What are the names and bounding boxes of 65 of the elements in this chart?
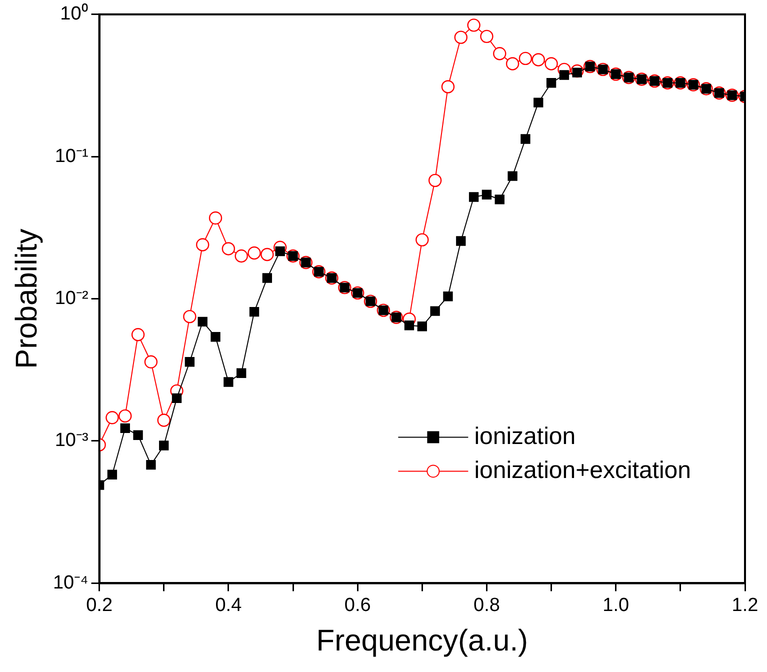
point [157, 414, 170, 427]
point [508, 171, 518, 181]
y-tick-label: 10⁻¹ [54, 146, 88, 167]
point [234, 249, 248, 263]
point [559, 70, 570, 80]
point [468, 192, 479, 202]
point [183, 310, 196, 324]
point [482, 190, 492, 200]
y-tick-label: 10⁰ [60, 2, 88, 25]
point [133, 430, 143, 440]
point [196, 238, 210, 252]
point [430, 306, 440, 316]
point [428, 174, 442, 188]
point [275, 246, 285, 256]
legend-label: ionization [474, 422, 576, 450]
point [198, 316, 208, 327]
point [518, 52, 532, 66]
point [222, 242, 236, 256]
y-tick-label: 10⁻² [54, 288, 88, 310]
point [248, 246, 261, 260]
y-axis-title: Probability [10, 228, 44, 369]
point [546, 78, 556, 88]
point [454, 30, 468, 44]
point [184, 357, 195, 367]
point [443, 292, 453, 302]
x-tick-label: 0.2 [86, 594, 113, 616]
point [441, 80, 455, 94]
point [172, 393, 182, 404]
point [107, 470, 118, 480]
point [106, 411, 119, 424]
point [120, 423, 130, 434]
point [494, 194, 504, 204]
x-tick-label: 0.6 [344, 594, 371, 616]
legend-label: ionization+excitation [474, 456, 692, 484]
point [416, 233, 429, 246]
x-tick-label: 1.0 [602, 594, 630, 616]
point [144, 355, 158, 368]
point [146, 460, 156, 470]
point [262, 273, 272, 283]
point [131, 328, 145, 342]
x-tick-label: 0.8 [474, 594, 500, 616]
y-tick-label: 10⁻³ [54, 430, 88, 452]
point [159, 440, 169, 450]
point [249, 306, 260, 317]
point [224, 377, 234, 387]
point [118, 409, 132, 423]
point [208, 211, 222, 225]
point [417, 322, 427, 332]
point [544, 57, 558, 70]
x-tick-label: 1.2 [732, 594, 758, 616]
point [404, 320, 414, 330]
point [467, 18, 480, 32]
point [520, 134, 530, 144]
point [532, 53, 545, 66]
point [480, 30, 494, 44]
point [534, 98, 544, 108]
x-axis-title: Frequency(a.u.) [316, 624, 528, 658]
point [236, 368, 246, 378]
y-tick-label: 10⁻⁴ [52, 572, 88, 594]
point [506, 57, 520, 70]
point [456, 236, 466, 246]
point [260, 248, 274, 262]
x-tick-label: 0.4 [215, 594, 242, 616]
point [493, 47, 506, 60]
point [210, 332, 220, 342]
